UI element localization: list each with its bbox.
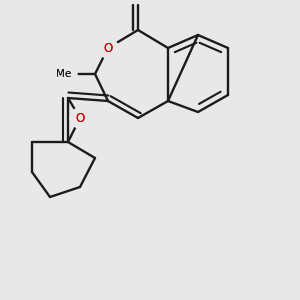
Text: O: O <box>103 41 112 55</box>
Text: Me: Me <box>56 69 72 79</box>
Text: O: O <box>75 112 85 124</box>
Circle shape <box>70 108 90 128</box>
Text: O: O <box>103 41 112 55</box>
Text: Me: Me <box>56 69 72 79</box>
Circle shape <box>98 38 118 58</box>
Circle shape <box>53 62 77 86</box>
Text: O: O <box>75 112 85 124</box>
